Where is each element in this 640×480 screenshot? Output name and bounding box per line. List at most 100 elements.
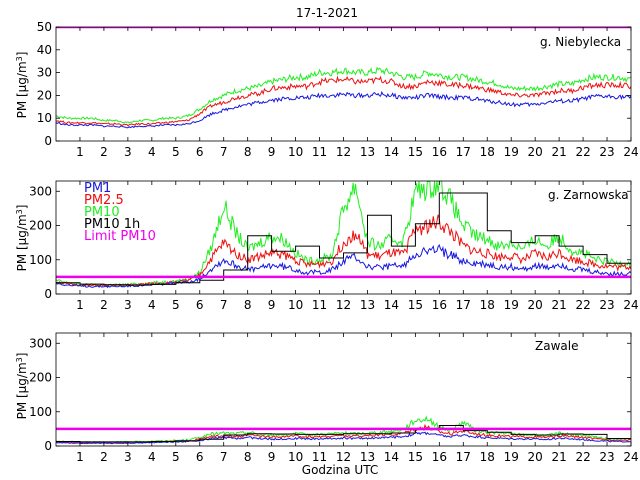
legend-pm10-1h: PM10 1h [84, 217, 140, 232]
legend-pm1: PM1 [84, 181, 111, 196]
station-label: Zawale [535, 339, 578, 353]
plot-background [56, 27, 631, 141]
x-tick-label: 7 [220, 298, 228, 312]
x-tick-label: 9 [268, 450, 276, 464]
series-group [56, 27, 631, 129]
y-tick-label: 200 [29, 371, 52, 385]
x-tick-label: 10 [288, 450, 303, 464]
x-tick-label: 16 [432, 145, 447, 159]
figure-title: 17-1-2021 [296, 6, 358, 20]
x-tick-label: 20 [528, 298, 543, 312]
x-tick-label: 19 [504, 450, 519, 464]
x-tick-label: 2 [100, 450, 108, 464]
x-tick-label: 7 [220, 145, 228, 159]
x-tick-label: 5 [172, 450, 180, 464]
x-tick-label: 6 [196, 145, 204, 159]
x-tick-label: 10 [288, 298, 303, 312]
series-group [56, 415, 631, 445]
x-tick-label: 3 [124, 145, 132, 159]
x-tick-label: 21 [551, 298, 566, 312]
x-tick-label: 5 [172, 298, 180, 312]
x-tick-label: 3 [124, 298, 132, 312]
x-tick-label: 22 [575, 145, 590, 159]
x-tick-label: 1 [76, 450, 84, 464]
plot-area: 1 2 3 4 5 6 7 8 9 10 11 12 13 14 15 16 17 18 19 20 21 22 23 240… [29, 180, 639, 312]
x-tick-label: 14 [384, 298, 399, 312]
legend: PM1 PM2.5 PM10 PM10 1h Limit PM10 [84, 181, 156, 244]
plot-area: 1 2 3 4 5 6 7 8 9 10 11 12 13 14 15 16 17 18 19 20 21 22 23 240… [37, 20, 639, 159]
y-tick-label: 40 [37, 43, 52, 57]
x-tick-label: 21 [551, 450, 566, 464]
x-tick-label: 18 [480, 450, 495, 464]
series-line-pm25 [56, 214, 631, 288]
series-line-pm10 [56, 181, 631, 287]
x-tick-label: 13 [360, 450, 375, 464]
series-line-pm10 [56, 66, 631, 124]
y-axis-label: PM [µg/m3] [15, 52, 30, 119]
x-tick-label: 8 [244, 450, 252, 464]
series-line-pm10-1h [56, 192, 631, 286]
x-tick-label: 10 [288, 145, 303, 159]
x-tick-label: 22 [575, 298, 590, 312]
y-axis-label: PM [µg/m3] [15, 353, 30, 420]
station-label: g. Zarnowska [548, 188, 629, 202]
x-tick-label: 20 [528, 145, 543, 159]
x-tick-label: 11 [312, 298, 327, 312]
x-tick-label: 24 [623, 450, 638, 464]
x-tick-label: 4 [148, 298, 156, 312]
x-tick-label: 4 [148, 145, 156, 159]
x-tick-label: 12 [336, 145, 351, 159]
x-tick-label: 8 [244, 298, 252, 312]
series-line-pm10-1h [56, 425, 631, 443]
x-tick-label: 15 [408, 145, 423, 159]
x-tick-label: 13 [360, 298, 375, 312]
y-tick-label: 300 [29, 184, 52, 198]
x-tick-label: 22 [575, 450, 590, 464]
legend-pm25: PM2.5 [84, 193, 124, 208]
x-axis-label: Godzina UTC [302, 463, 378, 477]
y-tick-label: 0 [44, 134, 52, 148]
x-tick-label: 16 [432, 450, 447, 464]
x-tick-label: 2 [100, 145, 108, 159]
series-line-pm25 [56, 75, 631, 127]
y-tick-label: 200 [29, 219, 52, 233]
y-tick-label: 30 [37, 66, 52, 80]
x-tick-label: 11 [312, 450, 327, 464]
series-group [56, 181, 631, 288]
y-tick-label: 0 [44, 439, 52, 453]
legend-limit-pm10: Limit PM10 [84, 229, 156, 244]
x-tick-label: 12 [336, 298, 351, 312]
x-tick-label: 21 [551, 145, 566, 159]
y-tick-label: 50 [37, 20, 52, 34]
y-tick-label: 100 [29, 405, 52, 419]
panel-zarnowska: 1 2 3 4 5 6 7 8 9 10 11 12 13 14 15 16 17 18 19 20 21 22 23 240… [15, 180, 639, 312]
x-tick-label: 23 [599, 298, 614, 312]
y-axis-label: PM [µg/m3] [15, 205, 30, 272]
x-tick-label: 6 [196, 450, 204, 464]
x-tick-label: 17 [456, 145, 471, 159]
x-tick-label: 1 [76, 298, 84, 312]
x-tick-label: 5 [172, 145, 180, 159]
x-tick-label: 15 [408, 450, 423, 464]
series-line-pm1 [56, 90, 631, 129]
plot-area: 1 2 3 4 5 6 7 8 9 10 11 12 13 14 15 16 17 18 19 20 21 22 23 240… [29, 332, 639, 464]
x-tick-label: 16 [432, 298, 447, 312]
legend-pm10: PM10 [84, 205, 120, 220]
y-tick-label: 100 [29, 253, 52, 267]
y-tick-label: 300 [29, 336, 52, 350]
y-tick-label: 10 [37, 111, 52, 125]
y-tick-label: 20 [37, 88, 52, 102]
x-tick-label: 18 [480, 145, 495, 159]
x-tick-label: 9 [268, 145, 276, 159]
x-tick-label: 24 [623, 145, 638, 159]
x-tick-label: 14 [384, 145, 399, 159]
x-tick-label: 13 [360, 145, 375, 159]
x-tick-label: 3 [124, 450, 132, 464]
x-tick-label: 24 [623, 298, 638, 312]
y-tick-label: 0 [44, 287, 52, 301]
panel-niebylecka: 1 2 3 4 5 6 7 8 9 10 11 12 13 14 15 16 17 18 19 20 21 22 23 240… [15, 20, 639, 159]
x-tick-label: 23 [599, 145, 614, 159]
x-tick-label: 1 [76, 145, 84, 159]
x-tick-label: 9 [268, 298, 276, 312]
